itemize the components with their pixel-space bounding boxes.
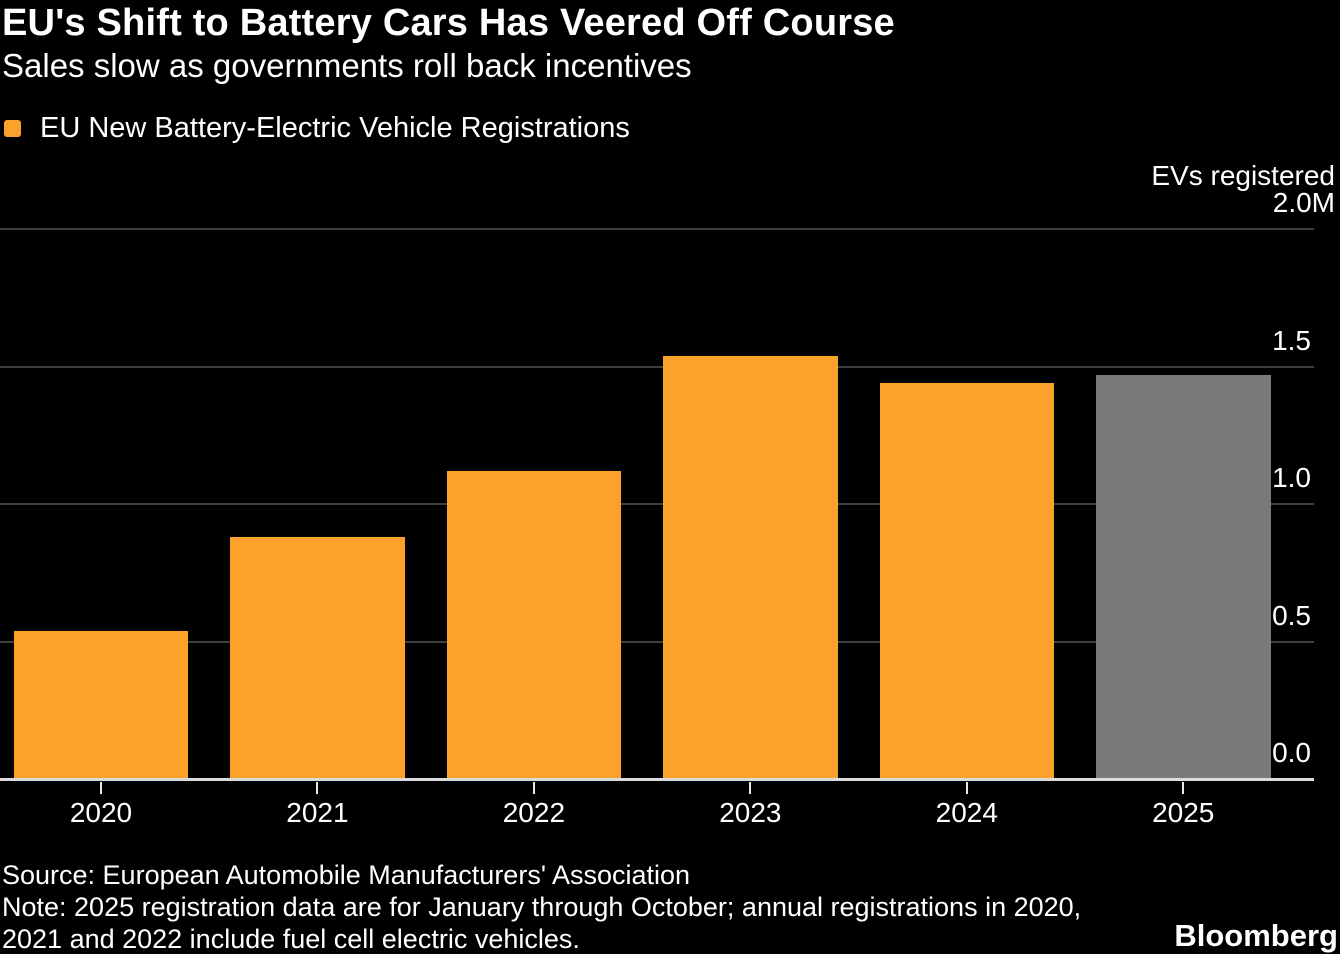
y-axis-tick-label: 1.0 <box>1272 462 1311 494</box>
y-axis-unit-label: EVs registered <box>1151 160 1335 191</box>
x-axis-tick <box>1182 782 1185 794</box>
x-axis-label: 2022 <box>502 797 566 828</box>
x-axis-label: 2025 <box>1152 797 1215 828</box>
y-axis-tick-label: 0.0 <box>1272 737 1311 768</box>
footer: Source: European Automobile Manufacturer… <box>2 859 1081 954</box>
gridline <box>0 365 1314 368</box>
bar-2021 <box>230 537 405 779</box>
x-axis-label: 2023 <box>719 797 782 828</box>
gridline <box>0 640 1314 643</box>
note-line-2: 2021 and 2022 include fuel cell electric… <box>2 924 580 954</box>
x-axis-line <box>0 778 1314 781</box>
bloomberg-logo: Bloomberg <box>1174 918 1338 953</box>
gridline <box>0 228 1314 231</box>
bar-2024 <box>879 383 1055 779</box>
legend-label: EU New Battery-Electric Vehicle Registra… <box>40 112 630 144</box>
x-axis-tick <box>316 782 319 794</box>
source-line: Source: European Automobile Manufacturer… <box>2 860 691 890</box>
x-axis-label: 2024 <box>935 797 998 828</box>
x-axis-label: 2020 <box>69 797 133 828</box>
x-axis-label: 2021 <box>286 797 349 828</box>
bar-2023 <box>663 355 838 779</box>
note-line-1: Note: 2025 registration data are for Jan… <box>2 892 1082 922</box>
bar-2020 <box>13 630 189 779</box>
y-axis-tick-label: 2.0M <box>1272 187 1335 219</box>
gridline <box>0 503 1314 506</box>
chart-subtitle: Sales slow as governments roll back ince… <box>2 47 692 84</box>
legend-swatch-icon <box>4 120 21 137</box>
bar-2022 <box>446 471 622 779</box>
y-axis-tick-label: 0.5 <box>1272 599 1311 631</box>
bar-2025 <box>1096 375 1271 779</box>
x-axis-tick <box>749 782 752 794</box>
legend: EU New Battery-Electric Vehicle Registra… <box>4 112 630 145</box>
x-axis-tick <box>532 782 535 794</box>
x-axis-tick <box>100 782 102 794</box>
y-axis-tick-label: 1.5 <box>1272 324 1311 356</box>
chart-title: EU's Shift to Battery Cars Has Veered Of… <box>2 2 895 44</box>
x-axis-tick <box>965 782 968 794</box>
